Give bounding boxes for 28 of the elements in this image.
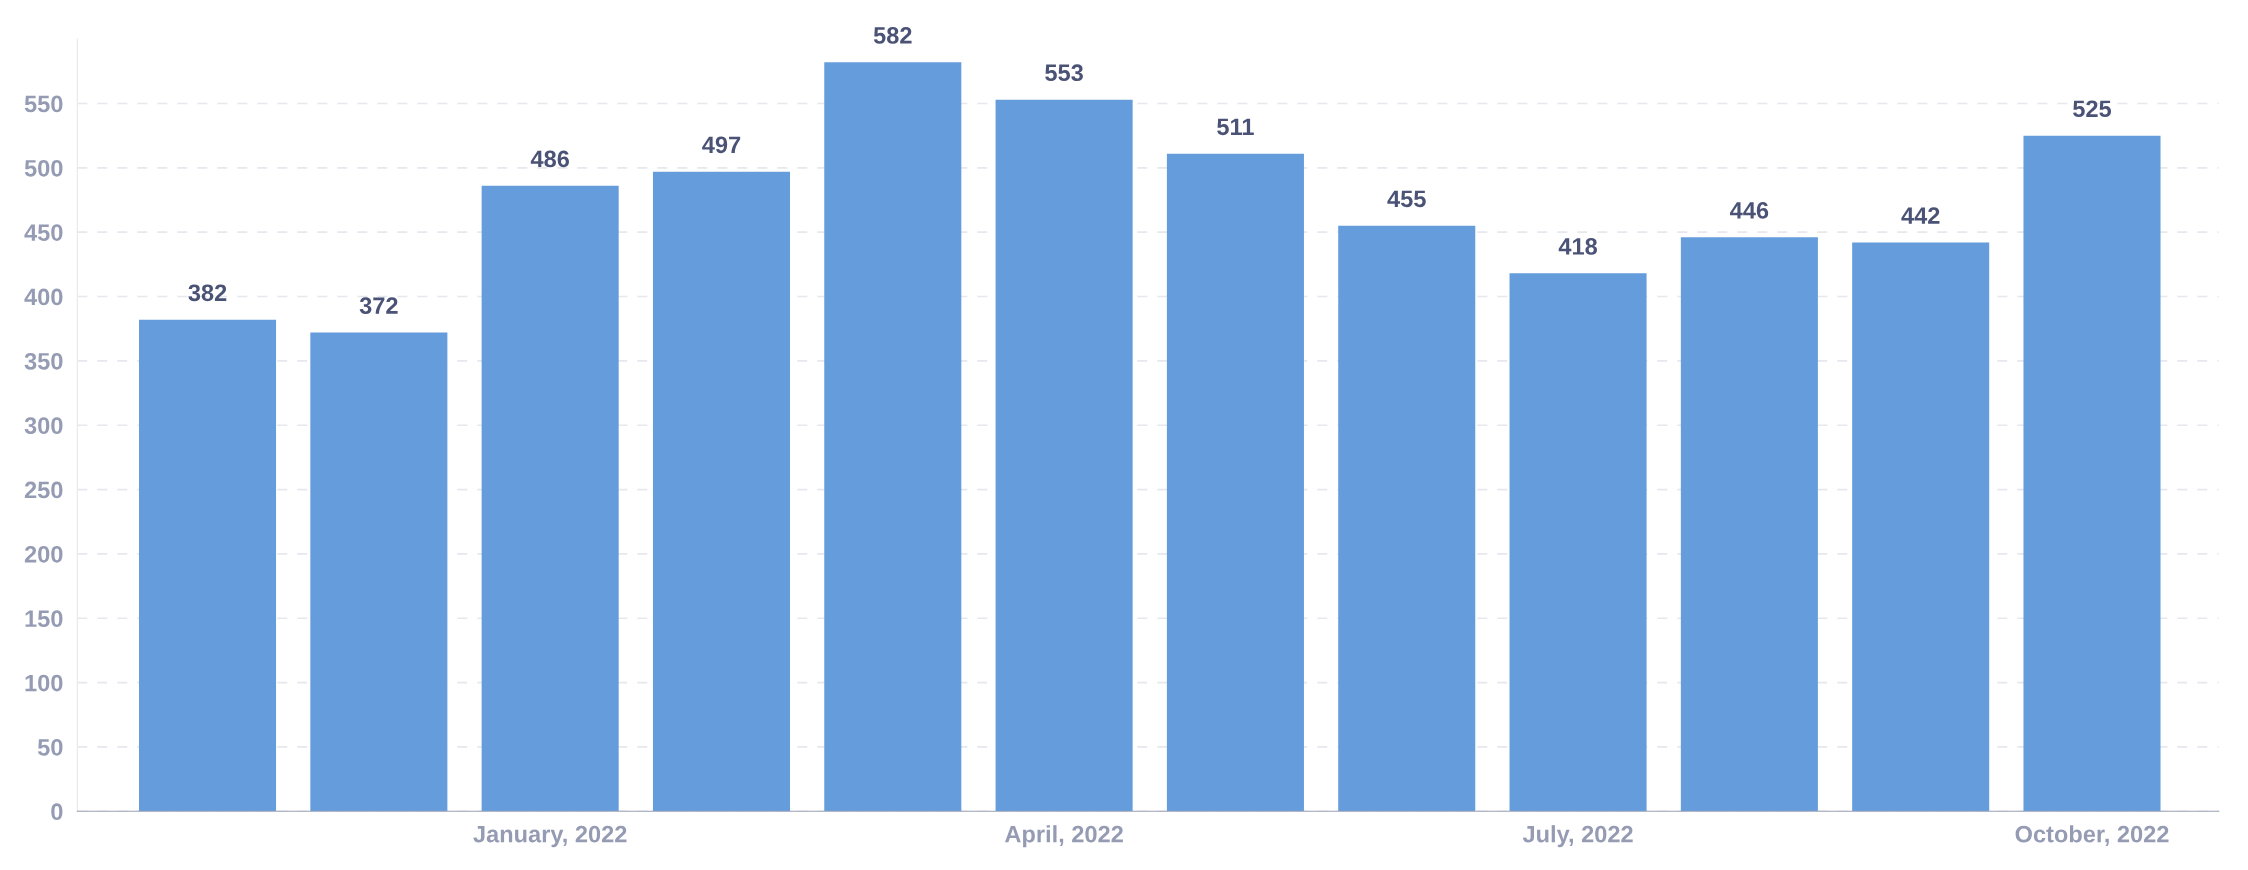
y-tick-label: 0 <box>51 803 63 821</box>
data-label: 582 <box>873 27 912 44</box>
data-label: 418 <box>1558 238 1598 255</box>
y-tick-label: 350 <box>24 352 63 370</box>
y-tick-label: 450 <box>24 224 63 241</box>
y-tick-label: 100 <box>25 674 63 692</box>
y-tick-label: 500 <box>24 159 63 177</box>
x-tick-label: July, 2022 <box>1522 825 1633 848</box>
data-label: 486 <box>530 150 570 168</box>
data-label: 455 <box>1387 190 1426 208</box>
x-tick-label: April, 2022 <box>1004 825 1123 848</box>
data-label: 382 <box>188 284 227 302</box>
x-tick-label: January, 2022 <box>473 825 627 848</box>
data-label: 446 <box>1730 202 1769 219</box>
y-tick-label: 300 <box>24 417 63 435</box>
x-tick-label: October, 2022 <box>2015 825 2169 846</box>
y-tick-label: 50 <box>37 739 63 756</box>
y-tick-label: 200 <box>24 545 63 563</box>
y-tick-label: 250 <box>24 481 63 499</box>
y-tick-label: 150 <box>25 610 63 628</box>
y-tick-label: 550 <box>24 95 63 113</box>
data-label: 497 <box>702 136 741 154</box>
data-label: 553 <box>1045 64 1083 82</box>
data-label: 442 <box>1901 207 1940 224</box>
y-tick-label: 400 <box>24 288 63 306</box>
data-label: 372 <box>359 297 398 315</box>
data-label: 525 <box>2073 100 2112 118</box>
data-label: 511 <box>1217 118 1254 136</box>
